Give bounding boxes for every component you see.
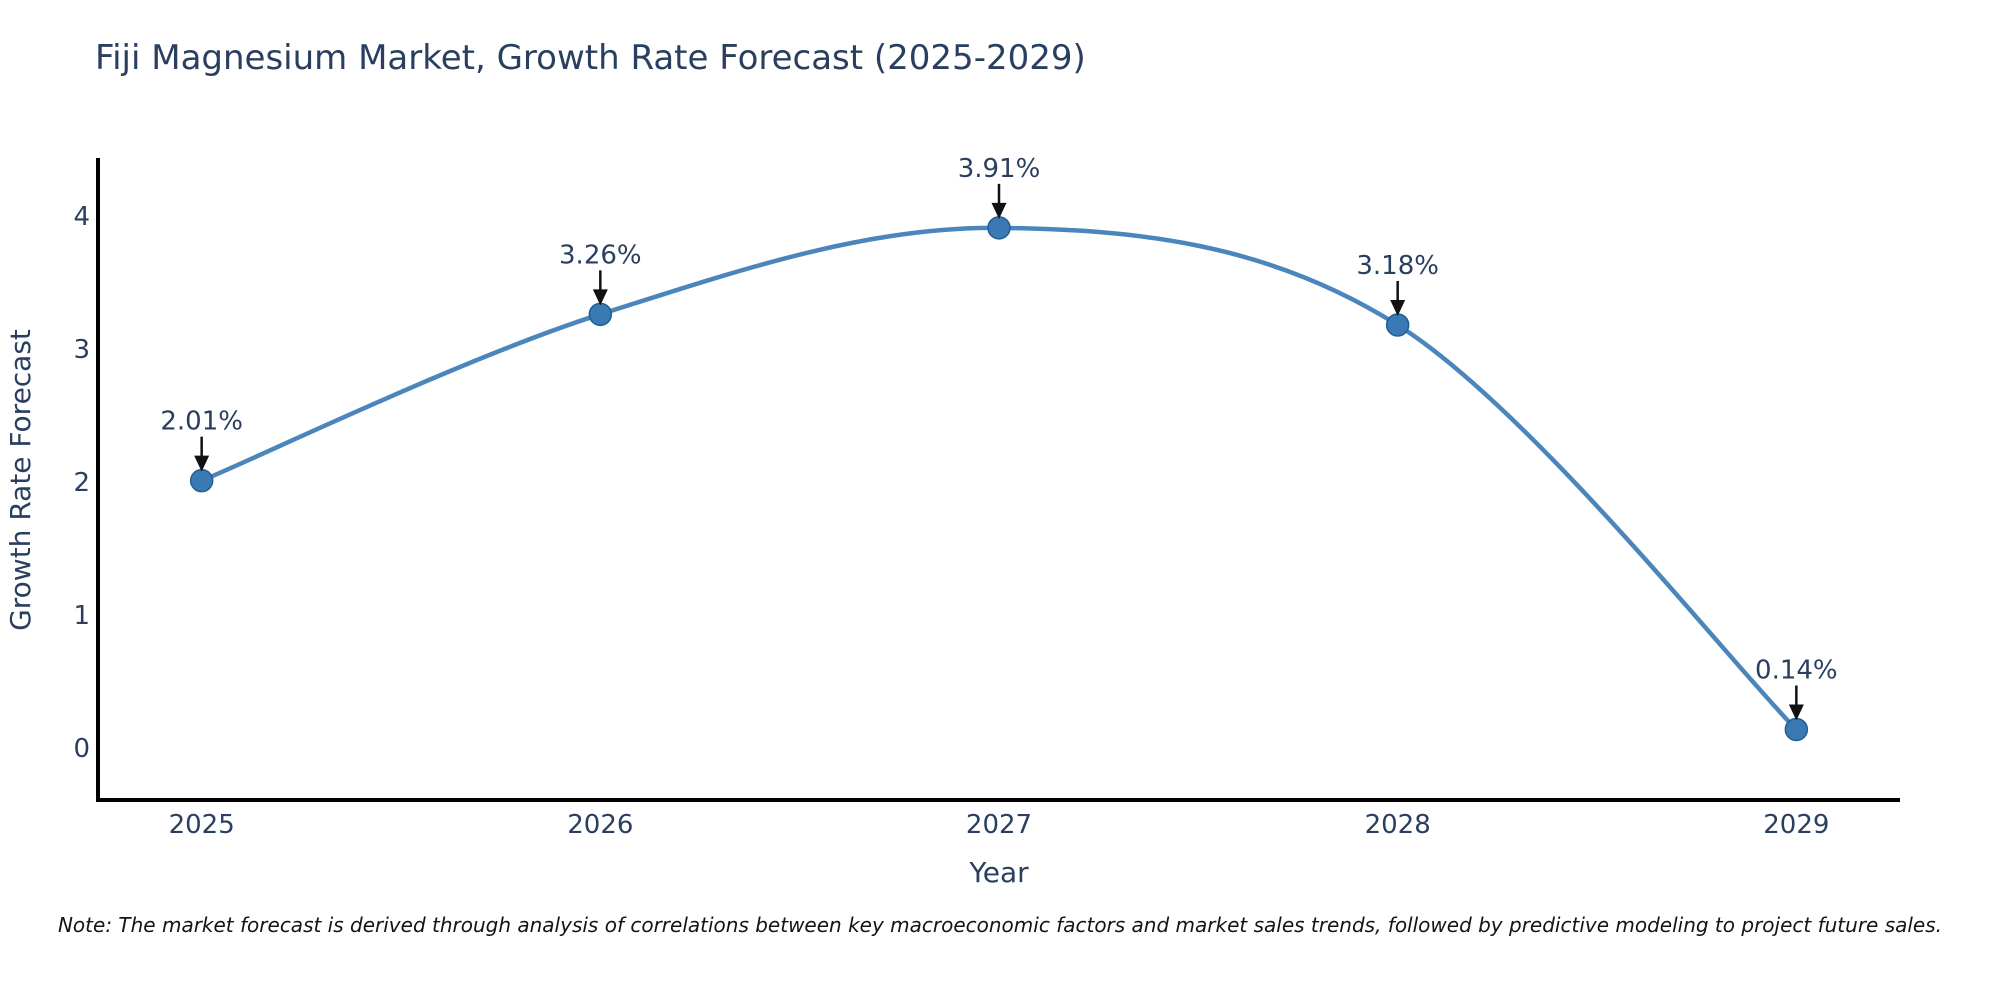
y-tick-label: 2 xyxy=(73,468,90,498)
point-annotation-label: 0.14% xyxy=(1755,655,1838,685)
annotation-arrowhead xyxy=(991,202,1007,219)
x-tick-label: 2025 xyxy=(169,810,235,840)
x-axis-title: Year xyxy=(968,856,1029,889)
footnote: Note: The market forecast is derived thr… xyxy=(57,913,1943,937)
annotation-arrowhead xyxy=(1390,299,1406,316)
point-annotation-label: 3.91% xyxy=(958,154,1041,184)
data-point-marker xyxy=(987,216,1011,240)
x-tick-label: 2028 xyxy=(1365,810,1431,840)
curve-line xyxy=(199,225,1799,732)
point-annotation-label: 2.01% xyxy=(160,407,243,437)
annotation-arrowhead xyxy=(1788,704,1804,721)
annotation-arrowhead xyxy=(592,289,608,306)
x-tick-label: 2029 xyxy=(1763,810,1829,840)
chart-title: Fiji Magnesium Market, Growth Rate Forec… xyxy=(95,38,1086,78)
point-annotation-label: 3.26% xyxy=(559,240,642,270)
y-tick-label: 4 xyxy=(73,202,90,232)
annotation-arrowhead xyxy=(194,455,210,472)
x-tick-label: 2027 xyxy=(966,810,1032,840)
y-tick-label: 0 xyxy=(73,734,90,764)
data-point-marker xyxy=(189,468,214,493)
data-point-marker xyxy=(1385,313,1410,337)
point-annotation-label: 3.18% xyxy=(1356,251,1439,281)
y-axis-title: Growth Rate Forecast xyxy=(4,329,37,631)
data-point-marker xyxy=(1784,717,1809,742)
y-tick-label: 3 xyxy=(73,335,90,365)
y-tick-label: 1 xyxy=(73,601,90,631)
x-tick-label: 2026 xyxy=(567,810,633,840)
data-point-marker xyxy=(588,302,613,327)
